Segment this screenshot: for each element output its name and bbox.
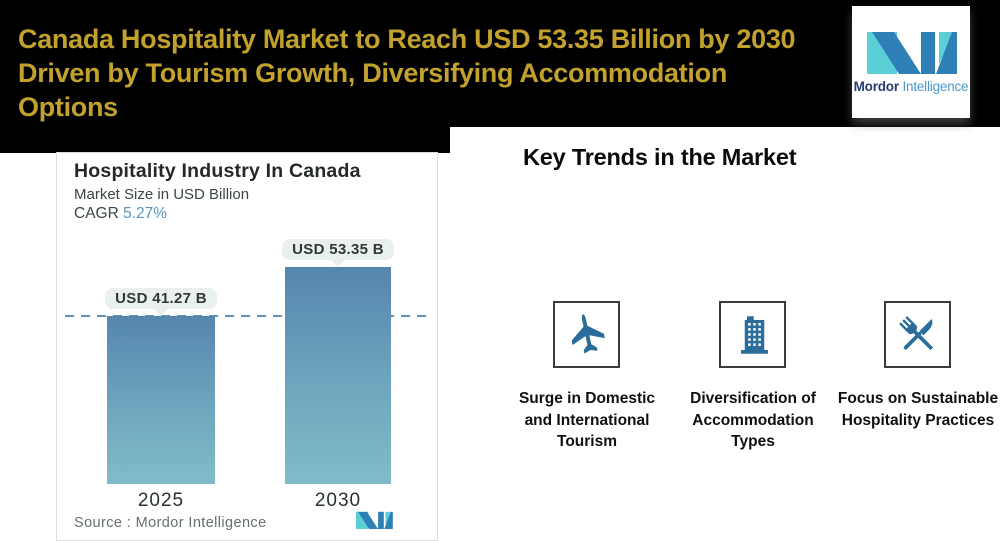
trend-label-sustainability: Focus on Sustainable Hospitality Practic… bbox=[837, 390, 999, 429]
brand-name-bold: Mordor bbox=[853, 79, 899, 94]
trend-label-tourism: Surge in Domestic and International Tour… bbox=[518, 390, 656, 450]
x-axis-label-2025: 2025 bbox=[137, 490, 185, 511]
bar-group-2025: USD 41.27 B bbox=[105, 288, 217, 484]
source-attribution: Source : Mordor Intelligence bbox=[74, 515, 267, 531]
chart-cagr: CAGR 5.27% bbox=[74, 205, 167, 223]
value-label-pointer bbox=[331, 260, 345, 267]
cagr-label: CAGR bbox=[74, 205, 119, 222]
fork-knife-icon bbox=[898, 315, 933, 350]
bar-group-2030: USD 53.35 B bbox=[282, 239, 394, 484]
trend-icon-box-tourism bbox=[553, 301, 620, 368]
x-axis-label-2030: 2030 bbox=[314, 490, 362, 511]
value-label-2030: USD 53.35 B bbox=[282, 239, 394, 260]
reference-dashed-line bbox=[65, 315, 433, 318]
brand-wordmark: Mordor Intelligence bbox=[854, 79, 969, 94]
mordor-intelligence-mini-logo-icon bbox=[356, 511, 393, 529]
brand-logo-card: Mordor Intelligence bbox=[852, 6, 970, 118]
cagr-value: 5.27% bbox=[123, 205, 168, 222]
key-trends-heading: Key Trends in the Market bbox=[523, 144, 797, 170]
trend-label-accommodation: Diversification of Accommodation Types bbox=[690, 390, 816, 450]
page-title-line1: Canada Hospitality Market to Reach USD 5… bbox=[18, 24, 796, 54]
header-banner bbox=[0, 0, 1000, 127]
trend-icon-box-sustainability bbox=[884, 301, 951, 368]
chart-subtitle: Market Size in USD Billion bbox=[74, 186, 250, 203]
mordor-intelligence-logo-icon bbox=[867, 32, 957, 74]
airplane-icon bbox=[571, 313, 605, 354]
trend-icon-box-accommodation bbox=[719, 301, 786, 368]
chart-title: Hospitality Industry In Canada bbox=[74, 160, 361, 182]
page-title: Canada Hospitality Market to Reach USD 5… bbox=[18, 22, 818, 124]
brand-name-light: Intelligence bbox=[902, 79, 969, 94]
market-chart-card: Hospitality Industry In Canada Market Si… bbox=[56, 152, 438, 541]
value-label-2025: USD 41.27 B bbox=[105, 288, 217, 310]
building-icon bbox=[740, 315, 768, 354]
bar-2030 bbox=[285, 267, 391, 484]
value-label-pointer bbox=[154, 309, 168, 317]
page-title-line2: Driven by Tourism Growth, Diversifying A… bbox=[18, 58, 728, 122]
header-banner-extension bbox=[0, 127, 450, 153]
bar-2025 bbox=[107, 316, 215, 484]
